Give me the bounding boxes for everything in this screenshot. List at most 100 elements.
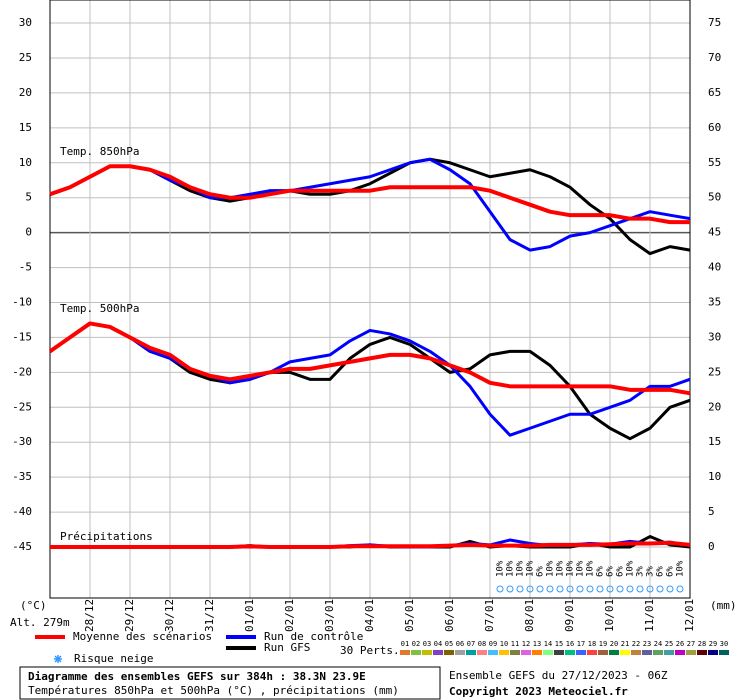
snow-risk-label: 10% <box>586 560 596 577</box>
x-tick-label: 11/01 <box>643 599 656 632</box>
series-line <box>50 540 691 550</box>
y2-tick-label: 35 <box>708 295 721 308</box>
pert-label: 16 <box>566 640 574 648</box>
legend-label: Run GFS <box>264 641 310 654</box>
y-tick-label: 20 <box>19 86 32 99</box>
snow-risk-label: 10% <box>516 560 526 577</box>
pert-swatch <box>587 650 597 655</box>
x-tick-label: 01/01 <box>243 599 256 632</box>
x-tick-label: 08/01 <box>523 599 536 632</box>
snow-flake <box>586 585 594 593</box>
pert-label: 06 <box>456 640 464 648</box>
pert-label: 09 <box>489 640 497 648</box>
y-tick-label: -20 <box>12 365 32 378</box>
y-tick-label: -30 <box>12 435 32 448</box>
snow-flake <box>656 585 664 593</box>
pert-label: 15 <box>555 640 563 648</box>
y2-tick-label: 15 <box>708 435 721 448</box>
footer-subtitle: Températures 850hPa et 500hPa (°C) , pré… <box>28 684 399 697</box>
snow-flake <box>546 585 554 593</box>
snow-risk-label: 6% <box>616 566 626 577</box>
pert-swatch <box>675 650 685 655</box>
x-tick-label: 07/01 <box>483 599 496 632</box>
pert-swatch <box>532 650 542 655</box>
pert-label: 12 <box>522 640 530 648</box>
pert-label: 13 <box>533 640 541 648</box>
series-line <box>49 321 691 437</box>
snow-risk-label: 6% <box>606 566 616 577</box>
panel-label: Temp. 500hPa <box>60 302 139 315</box>
footer-box <box>19 666 441 700</box>
snow-risk-label: 10% <box>506 560 516 577</box>
pert-swatch <box>642 650 652 655</box>
pert-swatch <box>631 650 641 655</box>
legend-label: Moyenne des scénarios <box>73 630 212 643</box>
pert-swatch <box>521 650 531 655</box>
y2-tick-label: 75 <box>708 16 721 29</box>
y-tick-label: -25 <box>12 400 32 413</box>
pert-label: 19 <box>599 640 607 648</box>
snow-legend: Risque neige <box>74 652 153 665</box>
x-tick-label: 05/01 <box>403 599 416 632</box>
pert-label: 11 <box>511 640 519 648</box>
pert-swatch <box>444 650 454 655</box>
snow-risk-label: 3% <box>646 566 656 577</box>
pert-swatch <box>576 650 586 655</box>
y-tick-label: 15 <box>19 121 32 134</box>
pert-swatch <box>554 650 564 655</box>
panel-label: Temp. 850hPa <box>60 145 139 158</box>
panel-label: Précipitations <box>60 530 153 543</box>
snow-risk-label: 6% <box>656 566 666 577</box>
pert-label: 03 <box>423 640 431 648</box>
pert-swatch <box>411 650 421 655</box>
pert-swatch <box>455 650 465 655</box>
y2-tick-label: 70 <box>708 51 721 64</box>
x-tick-label: 06/01 <box>443 599 456 632</box>
snow-risk-label: 10% <box>526 560 536 577</box>
x-tick-label: 28/12 <box>83 599 96 632</box>
y-tick-label: -40 <box>12 505 32 518</box>
x-tick-label: 03/01 <box>323 599 336 632</box>
pert-swatch <box>719 650 729 655</box>
snow-flake <box>606 585 614 593</box>
y-unit: (°C) <box>20 599 47 612</box>
pert-swatch <box>422 650 432 655</box>
snow-flake <box>676 585 684 593</box>
footer-copyright: Copyright 2023 Meteociel.fr <box>449 685 628 698</box>
pert-label: 20 <box>610 640 618 648</box>
x-tick-label: 30/12 <box>163 599 176 632</box>
pert-swatch <box>598 650 608 655</box>
pert-label: 24 <box>654 640 662 648</box>
snow-risk-label: 10% <box>676 560 686 577</box>
snow-risk-label: 10% <box>576 560 586 577</box>
x-tick-label: 04/01 <box>363 599 376 632</box>
snow-flake <box>496 585 504 593</box>
snow-flake <box>636 585 644 593</box>
pert-label: 02 <box>412 640 420 648</box>
pert-label: 10 <box>500 640 508 648</box>
snow-risk-label: 10% <box>546 560 556 577</box>
pert-swatch <box>466 650 476 655</box>
snow-flake <box>616 585 624 593</box>
y2-tick-label: 0 <box>708 540 715 553</box>
footer-title: Diagramme des ensembles GEFS sur 384h : … <box>28 670 366 683</box>
pert-swatch <box>708 650 718 655</box>
series-line <box>48 321 691 396</box>
y-tick-label: -10 <box>12 295 32 308</box>
footer-run: Ensemble GEFS du 27/12/2023 - 06Z <box>449 669 668 682</box>
perts-label: 30 Perts. <box>340 644 400 657</box>
snow-flake <box>536 585 544 593</box>
y-tick-label: 10 <box>19 156 32 169</box>
y2-unit: (mm) <box>710 599 737 612</box>
pert-label: 30 <box>720 640 728 648</box>
plot-frame <box>49 0 691 599</box>
pert-swatch <box>488 650 498 655</box>
pert-swatch <box>477 650 487 655</box>
pert-swatch <box>510 650 520 655</box>
snow-risk-label: 6% <box>596 566 606 577</box>
snow-flake <box>666 585 674 593</box>
pert-label: 23 <box>643 640 651 648</box>
y2-tick-label: 45 <box>708 226 721 239</box>
pert-swatch <box>686 650 696 655</box>
